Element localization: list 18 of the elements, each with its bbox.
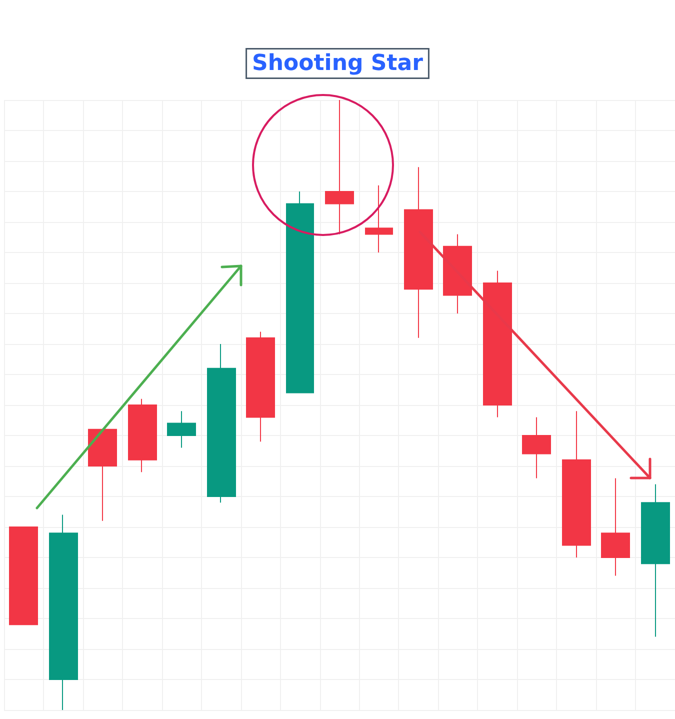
- candlestick: [207, 344, 236, 504]
- candlestick: [49, 514, 78, 710]
- candlestick: [128, 398, 157, 473]
- candlestick: [246, 331, 275, 442]
- candlestick: [601, 478, 630, 576]
- candlestick: [286, 191, 314, 394]
- candlestick: [9, 526, 38, 626]
- candlestick: [562, 410, 591, 558]
- candlestick: [88, 428, 117, 522]
- candlestick: [483, 270, 512, 418]
- candlestick: [641, 484, 670, 638]
- candlestick: [365, 184, 393, 253]
- text: Shooting Star: [252, 51, 424, 76]
- candlestick: [325, 100, 354, 235]
- candlestick: [167, 410, 196, 448]
- candlestick: [404, 166, 433, 338]
- candlestick: [443, 234, 472, 314]
- candlestick: [522, 416, 551, 479]
